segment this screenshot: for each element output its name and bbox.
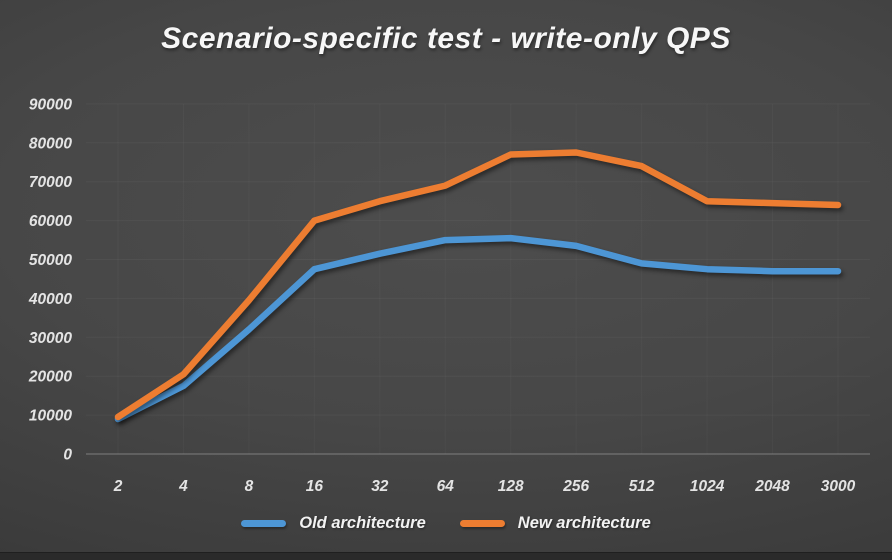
series-lines bbox=[114, 149, 842, 423]
chart-legend: Old architecture New architecture bbox=[0, 514, 892, 533]
legend-label: Old architecture bbox=[299, 514, 426, 532]
x-tick-label: 3000 bbox=[821, 478, 856, 495]
legend-item-old-architecture: Old architecture bbox=[241, 514, 426, 533]
legend-swatch-icon bbox=[241, 520, 287, 527]
series-line-old-architecture bbox=[114, 234, 842, 423]
x-tick-label: 2048 bbox=[754, 478, 790, 495]
legend-swatch-icon bbox=[459, 520, 505, 527]
axis-labels: 0 10000 20000 30000 40000 50000 60000 70000 8000… bbox=[28, 96, 856, 495]
y-tick-label: 20000 bbox=[28, 369, 72, 386]
x-tick-label: 8 bbox=[245, 478, 254, 495]
y-tick-label: 40000 bbox=[28, 291, 72, 308]
series-line-new-architecture bbox=[114, 149, 842, 421]
y-tick-label: 50000 bbox=[29, 252, 72, 269]
legend-label: New architecture bbox=[517, 514, 651, 532]
legend-item-new-architecture: New architecture bbox=[459, 514, 651, 533]
x-tick-label: 1024 bbox=[690, 478, 725, 495]
bottom-edge-bar bbox=[0, 552, 892, 560]
y-tick-label: 10000 bbox=[29, 408, 72, 425]
x-tick-label: 32 bbox=[371, 478, 389, 495]
x-tick-label: 256 bbox=[562, 478, 589, 495]
x-tick-label: 2 bbox=[113, 478, 123, 495]
y-tick-label: 80000 bbox=[29, 135, 72, 152]
x-tick-label: 16 bbox=[306, 478, 324, 495]
x-tick-label: 4 bbox=[178, 478, 188, 495]
chart-title: Scenario-specific test - write-only QPS bbox=[161, 22, 731, 55]
y-tick-label: 0 bbox=[63, 447, 72, 464]
x-tick-label: 512 bbox=[629, 478, 655, 495]
x-tick-label: 64 bbox=[437, 478, 455, 495]
y-tick-label: 90000 bbox=[29, 96, 72, 113]
y-tick-label: 30000 bbox=[29, 330, 72, 347]
gridlines bbox=[86, 103, 870, 455]
y-tick-label: 60000 bbox=[29, 213, 72, 230]
x-tick-label: 128 bbox=[498, 478, 524, 495]
y-tick-label: 70000 bbox=[29, 174, 72, 191]
